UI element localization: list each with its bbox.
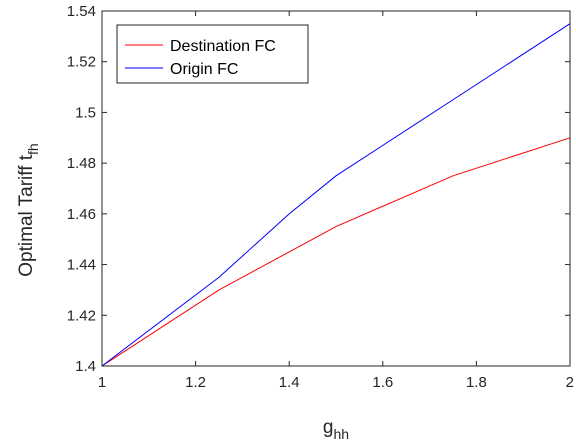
legend: Destination FC Origin FC [116,24,309,84]
x-axis-label-main: g [323,417,334,438]
y-tick-label: 1.46 [67,206,96,223]
x-axis-ticks: 1 1.2 1.4 1.6 1.8 2 [98,11,574,391]
y-axis-label-main: Optimal Tariff t [16,154,37,277]
x-tick-label: 1.4 [279,374,300,391]
plot-area [101,23,571,367]
x-tick-label: 1 [98,374,106,391]
x-tick-label: 1.2 [185,374,206,391]
x-tick-label: 1.6 [372,374,393,391]
y-tick-label: 1.44 [67,257,96,274]
y-tick-label: 1.48 [67,155,96,172]
y-tick-label: 1.5 [75,104,96,121]
y-tick-label: 1.52 [67,54,96,71]
x-axis-label-subscript: hh [334,426,350,442]
x-tick-label: 2 [566,374,574,391]
y-axis-label-subscript: fh [25,143,41,155]
x-axis-label: ghh [323,417,349,442]
legend-label-destination-fc: Destination FC [170,38,276,55]
axes-box [101,10,571,367]
y-tick-label: 1.42 [67,307,96,324]
series-line-destination-fc [101,137,571,367]
legend-label-origin-fc: Origin FC [170,61,238,78]
y-tick-label: 1.54 [67,3,96,20]
legend-box [116,24,309,84]
y-axis-label: Optimal Tariff tfh [16,143,41,276]
series-line-origin-fc [101,23,571,367]
y-tick-label: 1.4 [75,358,96,375]
x-tick-label: 1.8 [466,374,487,391]
y-axis-ticks: 1.4 1.42 1.44 1.46 1.48 1.5 1.52 1.54 [67,3,570,375]
